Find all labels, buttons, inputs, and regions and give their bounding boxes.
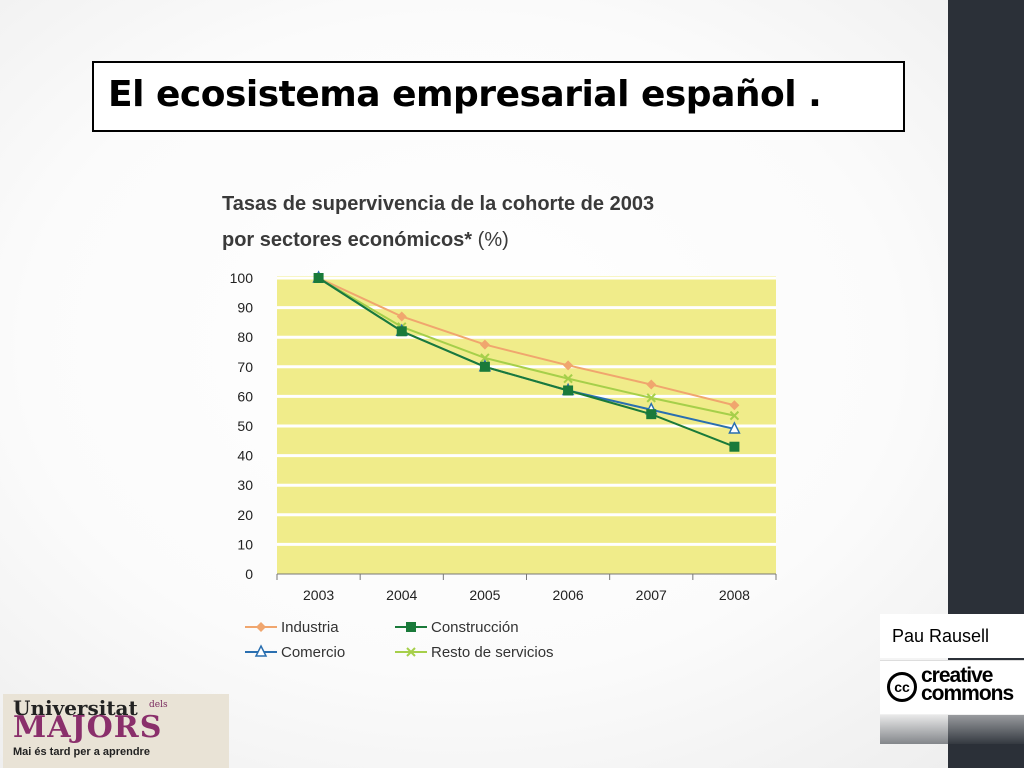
data-point bbox=[729, 441, 740, 452]
university-logo: Universitat dels MAJORS Mai és tard per … bbox=[3, 694, 229, 768]
legend-marker bbox=[254, 644, 268, 657]
y-tick-label: 50 bbox=[237, 418, 253, 434]
chart-title-text: por sectores económicos* bbox=[222, 229, 473, 251]
data-point bbox=[646, 379, 657, 390]
legend-label: Resto de servicios bbox=[431, 644, 554, 661]
legend-marker bbox=[256, 622, 266, 632]
y-tick-label: 100 bbox=[230, 270, 254, 286]
y-tick-label: 70 bbox=[237, 359, 253, 375]
x-tick-label: 2008 bbox=[719, 587, 750, 603]
legend-label: Comercio bbox=[281, 644, 345, 661]
author-name: Pau Rausell bbox=[892, 626, 990, 646]
logo-reflection bbox=[880, 714, 1024, 744]
data-point bbox=[480, 353, 490, 363]
data-point bbox=[729, 400, 740, 411]
data-point bbox=[563, 373, 573, 384]
data-point bbox=[729, 410, 740, 421]
y-tick-label: 80 bbox=[237, 329, 253, 345]
y-tick-label: 20 bbox=[237, 507, 253, 523]
chart-title: Tasas de supervivencia de la cohorte de … bbox=[222, 186, 782, 258]
x-tick-label: 2004 bbox=[386, 587, 417, 603]
cc-word-creative: creative bbox=[921, 664, 993, 687]
y-tick-label: 0 bbox=[245, 566, 253, 582]
data-point bbox=[396, 311, 407, 322]
x-tick-label: 2007 bbox=[636, 587, 667, 603]
slide-title: El ecosistema empresarial español . bbox=[108, 74, 822, 115]
legend-label: Construcción bbox=[431, 619, 519, 636]
y-tick-label: 60 bbox=[237, 388, 253, 404]
author-background bbox=[880, 614, 1024, 658]
series-line-resto-de-servicios bbox=[318, 277, 735, 417]
uni-logo-tagline: Mai és tard per a aprendre bbox=[13, 746, 150, 758]
uni-logo-line2: MAJORS bbox=[13, 710, 163, 745]
x-tick-label: 2005 bbox=[469, 587, 500, 603]
y-tick-label: 10 bbox=[237, 536, 253, 552]
data-point bbox=[396, 326, 407, 337]
legend-label: Industria bbox=[281, 619, 339, 636]
legend-marker bbox=[406, 622, 416, 632]
data-point bbox=[646, 409, 657, 420]
cc-word-commons: commons bbox=[921, 682, 1014, 705]
y-tick-label: 30 bbox=[237, 477, 253, 493]
cc-icon: cc bbox=[887, 672, 917, 702]
x-tick-label: 2006 bbox=[553, 587, 584, 603]
chart-title-line1: Tasas de supervivencia de la cohorte de … bbox=[222, 193, 655, 215]
survival-line-chart: 0 10 20 30 40 50 60 70 80 90 100 2003 2004 2005 2006 20… bbox=[230, 270, 777, 661]
series-line-construcción bbox=[318, 277, 735, 448]
data-point bbox=[479, 339, 490, 350]
y-tick-label: 40 bbox=[237, 448, 253, 464]
uni-logo-small: dels bbox=[149, 700, 168, 710]
chart-title-line2: por sectores económicos* (%) bbox=[222, 222, 782, 258]
data-point bbox=[646, 393, 656, 403]
series-line-industria bbox=[318, 277, 735, 407]
data-point bbox=[313, 273, 324, 283]
uni-logo-line1: Universitat bbox=[13, 696, 138, 720]
data-point bbox=[563, 385, 574, 396]
x-tick-label: 2003 bbox=[303, 587, 334, 603]
data-point bbox=[479, 361, 490, 372]
y-tick-label: 90 bbox=[237, 300, 253, 316]
data-point bbox=[728, 421, 741, 434]
creative-commons-logo: cc creative commons bbox=[880, 660, 1024, 715]
legend-marker bbox=[406, 647, 416, 657]
slide-title-box: El ecosistema empresarial español . bbox=[92, 61, 905, 132]
data-point bbox=[563, 360, 574, 371]
chart-unit: (%) bbox=[477, 229, 509, 251]
